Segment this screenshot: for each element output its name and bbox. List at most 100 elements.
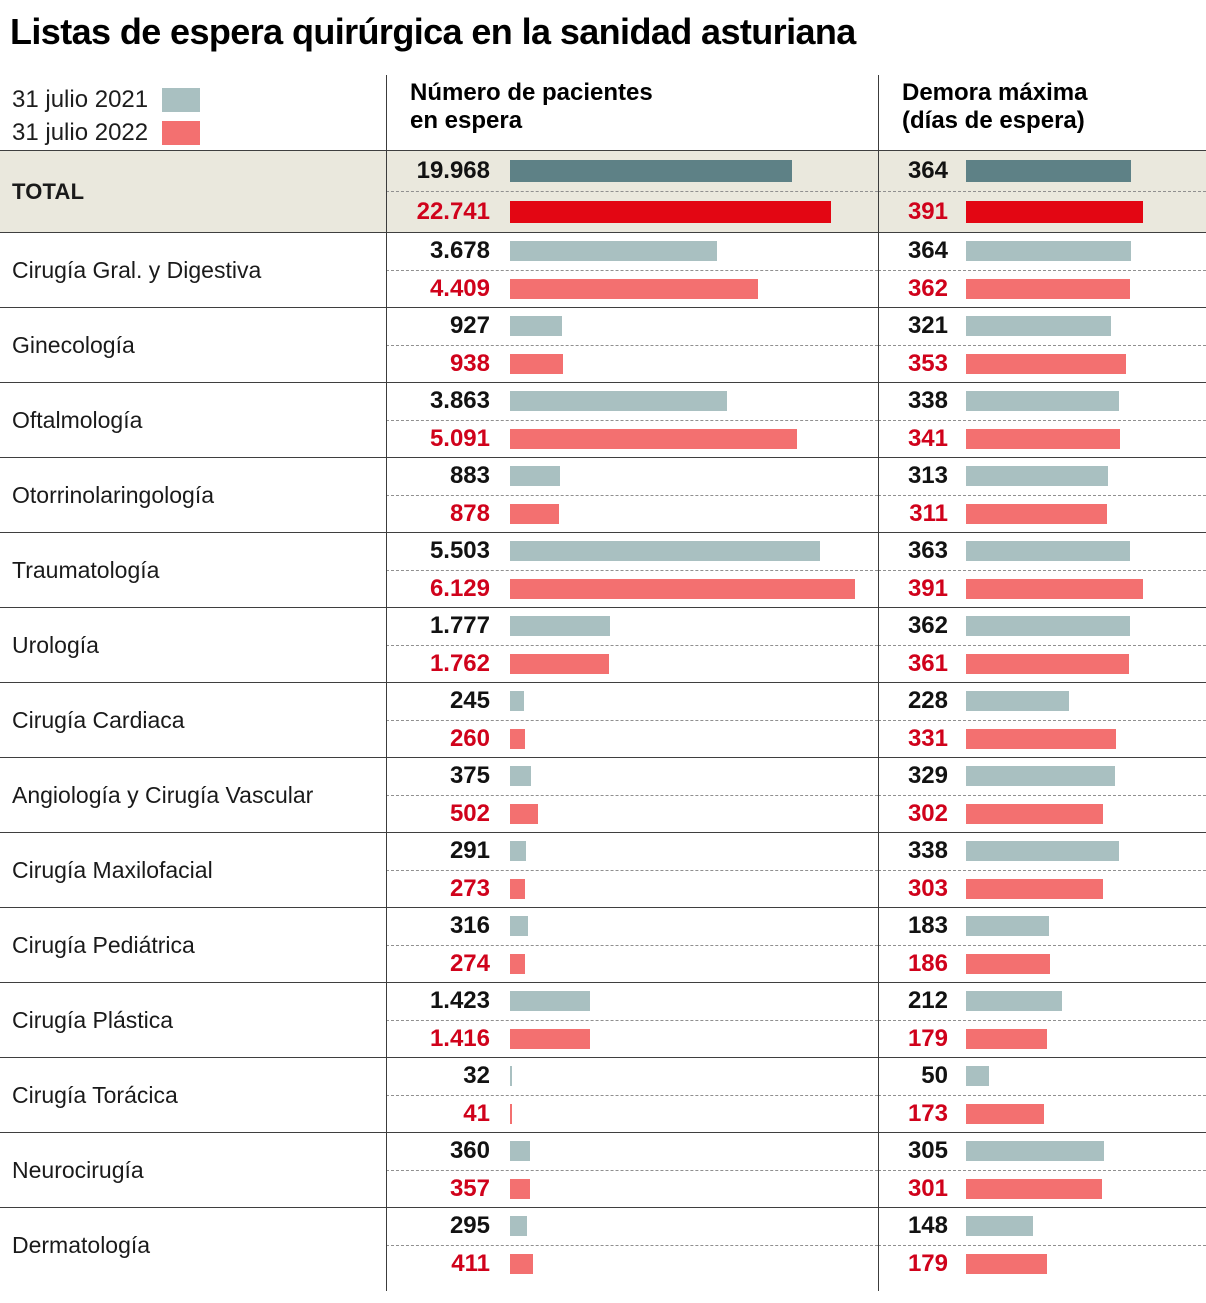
days-bar-2022 [966, 578, 1143, 599]
days-value-2022: 186 [907, 949, 948, 977]
patients-subrow-2021: 19.968 [386, 151, 878, 192]
days-subrow-2021: 183 [878, 908, 1206, 946]
days-cell: 362 361 [878, 608, 1206, 682]
column-header-patients: Número de pacientes en espera [410, 79, 653, 135]
table-row: Cirugía Cardiaca 245 260 228 331 [0, 682, 1206, 757]
days-value-2022: 303 [907, 874, 948, 902]
days-value-2021: 364 [907, 237, 948, 265]
patients-cell: 295 411 [386, 1208, 878, 1282]
patients-cell: 316 274 [386, 908, 878, 982]
patients-value-2021: 360 [449, 1137, 490, 1165]
patients-cell: 1.423 1.416 [386, 983, 878, 1057]
days-subrow-2022: 301 [878, 1171, 1206, 1208]
column-header-days: Demora máxima (días de espera) [902, 79, 1088, 135]
days-value-2022: 353 [907, 349, 948, 377]
table-row: Ginecología 927 938 321 353 [0, 307, 1206, 382]
days-bar-2022 [966, 653, 1129, 674]
days-bar-2021 [966, 541, 1130, 562]
days-cell: 364 362 [878, 233, 1206, 307]
days-bar-2021 [966, 841, 1119, 862]
patients-bar-2021 [510, 691, 524, 712]
patients-subrow-2022: 41 [386, 1096, 878, 1133]
days-subrow-2021: 364 [878, 233, 1206, 271]
chart-title: Listas de espera quirúrgica en la sanida… [10, 11, 856, 52]
patients-bar-2022 [510, 653, 609, 674]
days-bar-2021 [966, 466, 1108, 487]
patients-value-2021: 32 [463, 1062, 490, 1090]
days-bar-2021 [966, 1216, 1033, 1237]
row-label: Otorrinolaringología [12, 481, 215, 508]
patients-value-2021: 3.678 [429, 237, 490, 265]
patients-bar-2022 [510, 503, 559, 524]
patients-subrow-2022: 1.762 [386, 646, 878, 683]
row-label: Cirugía Pediátrica [12, 931, 195, 958]
days-bar-2022 [966, 278, 1130, 299]
legend-label-2021: 31 julio 2021 [12, 85, 149, 113]
legend-label-2022: 31 julio 2022 [12, 118, 149, 146]
days-bar-2021 [966, 391, 1119, 412]
days-bar-2022 [966, 1103, 1044, 1124]
row-label: Cirugía Plástica [12, 1006, 174, 1033]
patients-value-2022: 4.409 [429, 274, 490, 302]
patients-subrow-2021: 3.863 [386, 383, 878, 421]
patients-cell: 883 878 [386, 458, 878, 532]
days-subrow-2022: 353 [878, 346, 1206, 383]
days-cell: 228 331 [878, 683, 1206, 757]
patients-bar-2021 [510, 316, 562, 337]
table-row: Traumatología 5.503 6.129 363 391 [0, 532, 1206, 607]
patients-subrow-2021: 927 [386, 308, 878, 346]
patients-subrow-2022: 273 [386, 871, 878, 908]
patients-bar-2022 [510, 428, 797, 449]
days-subrow-2022: 179 [878, 1021, 1206, 1058]
days-subrow-2022: 391 [878, 571, 1206, 608]
days-bar-2021 [966, 316, 1111, 337]
days-value-2022: 179 [907, 1024, 948, 1052]
days-subrow-2022: 341 [878, 421, 1206, 458]
patients-value-2022: 41 [463, 1099, 490, 1127]
legend-swatch-2022-icon [162, 120, 201, 145]
row-label: Angiología y Cirugía Vascular [12, 781, 314, 808]
patients-bar-2021 [510, 1216, 527, 1237]
chart-header: 31 julio 2021 31 julio 2022 Número de pa… [0, 75, 1206, 150]
patients-value-2021: 3.863 [429, 387, 490, 415]
table-row: Neurocirugía 360 357 305 301 [0, 1132, 1206, 1207]
days-bar-2021 [966, 991, 1062, 1012]
patients-bar-2021 [510, 160, 792, 182]
days-bar-2022 [966, 1253, 1047, 1274]
days-bar-2022 [966, 201, 1143, 223]
patients-value-2022: 5.091 [429, 424, 490, 452]
days-subrow-2022: 361 [878, 646, 1206, 683]
patients-cell: 3.863 5.091 [386, 383, 878, 457]
days-value-2022: 341 [907, 424, 948, 452]
patients-cell: 291 273 [386, 833, 878, 907]
days-value-2021: 148 [907, 1212, 948, 1240]
row-label: Cirugía Gral. y Digestiva [12, 256, 262, 283]
patients-value-2021: 1.423 [429, 987, 490, 1015]
patients-subrow-2021: 360 [386, 1133, 878, 1171]
patients-value-2022: 273 [449, 874, 490, 902]
days-cell: 321 353 [878, 308, 1206, 382]
days-cell: 313 311 [878, 458, 1206, 532]
patients-subrow-2022: 878 [386, 496, 878, 533]
patients-subrow-2021: 883 [386, 458, 878, 496]
patients-value-2022: 22.741 [416, 198, 490, 225]
patients-value-2022: 411 [451, 1249, 490, 1277]
days-bar-2021 [966, 766, 1115, 787]
days-value-2021: 364 [907, 157, 948, 184]
table-row: Cirugía Gral. y Digestiva 3.678 4.409 364 36… [0, 232, 1206, 307]
patients-subrow-2022: 6.129 [386, 571, 878, 608]
chart-rows: TOTAL 19.968 22.741 364 391 Cirugía Gral. y D… [0, 150, 1206, 1282]
legend-item-2021: 31 julio 2021 [12, 83, 386, 116]
days-subrow-2021: 338 [878, 833, 1206, 871]
patients-value-2022: 260 [449, 724, 490, 752]
days-cell: 148 179 [878, 1208, 1206, 1282]
patients-value-2022: 274 [449, 949, 490, 977]
patients-value-2022: 502 [449, 799, 490, 827]
days-subrow-2021: 364 [878, 151, 1206, 192]
days-bar-2022 [966, 1028, 1047, 1049]
days-value-2021: 329 [907, 762, 948, 790]
days-subrow-2022: 186 [878, 946, 1206, 983]
days-subrow-2022: 303 [878, 871, 1206, 908]
table-row: Cirugía Pediátrica 316 274 183 186 [0, 907, 1206, 982]
days-value-2021: 362 [907, 612, 948, 640]
